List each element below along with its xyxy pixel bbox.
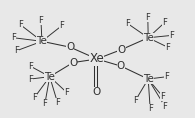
Text: F: F xyxy=(125,19,130,28)
Text: Te: Te xyxy=(36,36,47,46)
Text: O: O xyxy=(117,61,125,71)
Text: Te: Te xyxy=(143,74,154,84)
Text: F: F xyxy=(164,72,169,81)
Text: F: F xyxy=(64,88,69,97)
Text: F: F xyxy=(162,18,167,27)
Text: F: F xyxy=(28,75,33,84)
Text: F: F xyxy=(14,46,19,55)
Text: F: F xyxy=(160,92,165,101)
Text: F: F xyxy=(169,31,174,40)
Text: F: F xyxy=(59,21,64,30)
Text: O: O xyxy=(66,42,74,52)
Text: F: F xyxy=(55,98,60,107)
Text: F: F xyxy=(28,62,33,71)
Text: F: F xyxy=(133,96,138,105)
Text: Te: Te xyxy=(143,33,154,43)
Text: F: F xyxy=(18,20,23,29)
Text: O: O xyxy=(93,87,101,97)
Text: F: F xyxy=(162,102,167,111)
Text: F: F xyxy=(32,93,37,102)
Text: F: F xyxy=(11,33,16,42)
Text: F: F xyxy=(148,104,152,113)
Text: Xe: Xe xyxy=(90,53,104,65)
Text: F: F xyxy=(165,43,170,52)
Text: F: F xyxy=(38,16,43,25)
Text: Te: Te xyxy=(44,72,55,82)
Text: O: O xyxy=(69,58,77,67)
Text: O: O xyxy=(117,45,126,55)
Text: F: F xyxy=(43,99,47,108)
Text: F: F xyxy=(145,13,150,22)
